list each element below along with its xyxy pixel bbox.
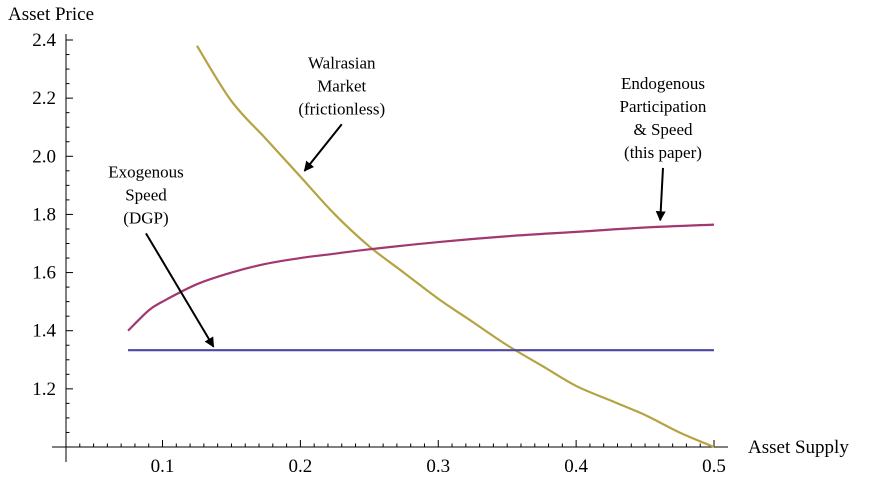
y-tick-label: 1.2 xyxy=(32,379,56,400)
annotation-text-line: Market xyxy=(317,76,366,95)
annotation-text-line: (DGP) xyxy=(123,208,168,227)
y-tick-label: 2.4 xyxy=(32,30,56,51)
y-tick-label: 2.2 xyxy=(32,88,56,109)
y-tick-label: 1.8 xyxy=(32,204,56,225)
y-tick-label: 1.6 xyxy=(32,263,56,284)
annotation-text-line: Speed xyxy=(125,185,167,204)
x-tick-label: 0.3 xyxy=(426,456,450,477)
axes: 0.1 0.2 0.3 0.4 0.5 1.2 1.4 1.6 1.8 2.0 2.2 2.4 xyxy=(32,30,728,477)
annotation-arrow xyxy=(303,123,343,172)
annotation-text-line: & Speed xyxy=(633,120,693,139)
series-layer xyxy=(127,45,715,449)
x-tick-label: 0.5 xyxy=(702,456,726,477)
y-tick-label: 2.0 xyxy=(32,146,56,167)
y-tick-label: 1.4 xyxy=(32,321,56,342)
x-axis-title: Asset Supply xyxy=(748,437,849,458)
annotation-text-line: (this paper) xyxy=(624,143,702,162)
x-tick-label: 0.2 xyxy=(289,456,313,477)
annotation-text-line: (frictionless) xyxy=(298,99,385,118)
annotation-2: Endogenous Participation & Speed (this pape… xyxy=(620,74,707,222)
annotation-text-line: Walrasian xyxy=(308,53,376,72)
annotation-text-line: Endogenous xyxy=(621,74,705,93)
y-axis-title: Asset Price xyxy=(8,4,94,25)
annotation-1: Walrasian Market (frictionless) xyxy=(298,53,385,172)
annotation-text-line: Participation xyxy=(620,97,707,116)
annotation-arrow xyxy=(145,232,215,348)
annotation-text-line: Exogenous xyxy=(108,162,184,181)
annotation-arrow xyxy=(655,167,666,222)
x-tick-label: 0.4 xyxy=(564,456,588,477)
annotation-3: Exogenous Speed (DGP) xyxy=(108,162,215,348)
series-line-2 xyxy=(127,223,715,332)
x-tick-label: 0.1 xyxy=(151,456,175,477)
annotation-layer: Walrasian Market (frictionless) Endogenous P… xyxy=(108,53,707,348)
ticks: 0.1 0.2 0.3 0.4 0.5 1.2 1.4 1.6 1.8 2.0 2.2 2.4 xyxy=(32,30,726,477)
series-line-1 xyxy=(196,45,715,449)
